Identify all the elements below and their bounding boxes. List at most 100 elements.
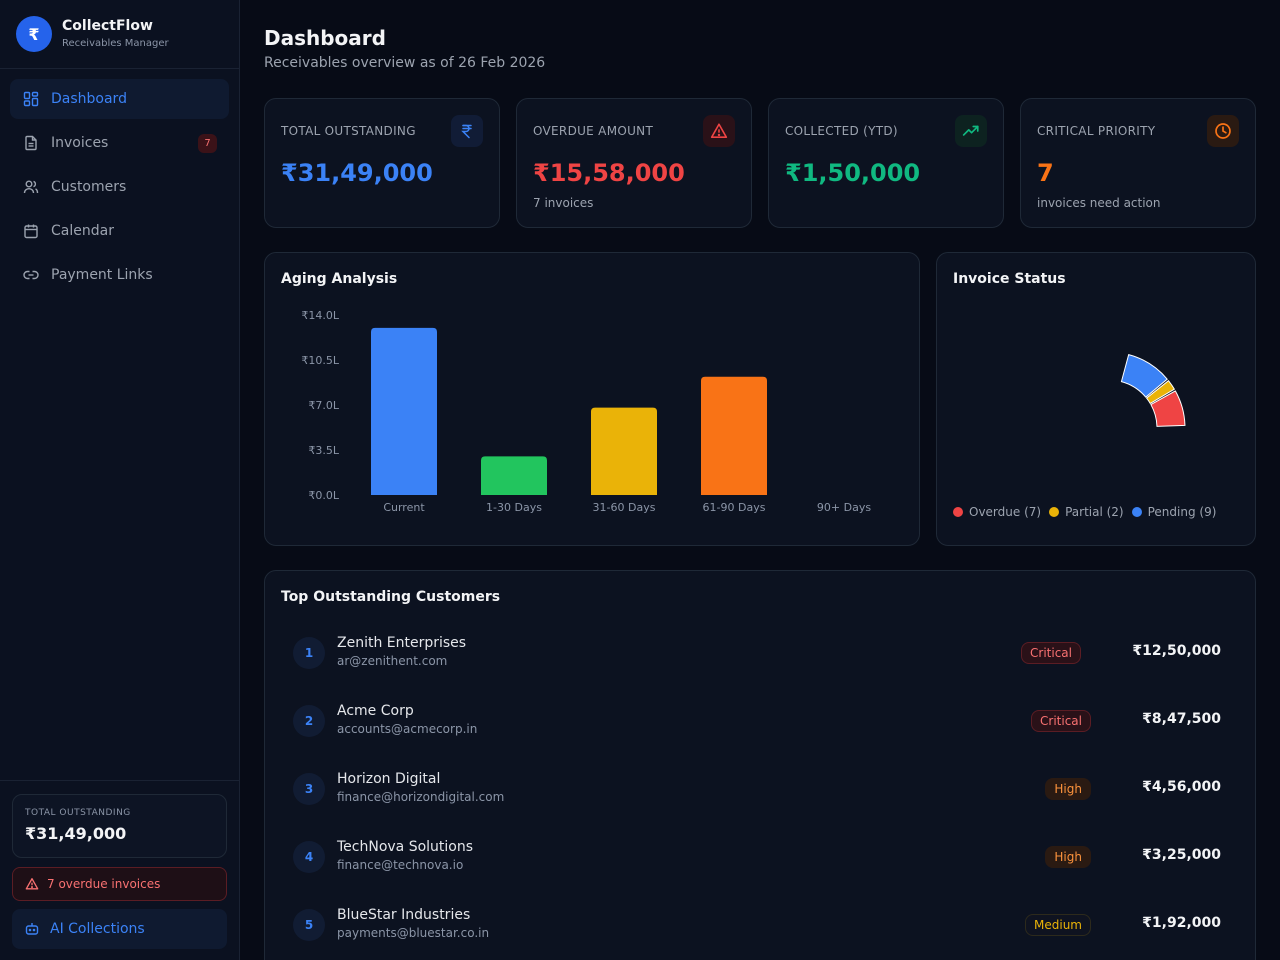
kpi-value: 7 bbox=[1037, 159, 1054, 187]
sidebar-item-label: Dashboard bbox=[51, 91, 127, 107]
aging-bar-chart: ₹0.0L ₹3.5L ₹7.0L ₹10.5L ₹14.0L Current 1-30 D… bbox=[301, 309, 871, 514]
legend-item-overdue: Overdue (7) bbox=[953, 505, 1041, 519]
users-icon bbox=[22, 178, 40, 196]
customer-email: payments@bluestar.co.in bbox=[337, 926, 490, 940]
legend-label: Partial (2) bbox=[1065, 505, 1124, 519]
top-customers-card: Top Outstanding Customers 1 Zenith Enter… bbox=[264, 570, 1256, 960]
customer-rank: 1 bbox=[293, 637, 325, 669]
overdue-alert-button[interactable]: 7 overdue invoices bbox=[12, 867, 227, 901]
legend-label: Overdue (7) bbox=[969, 505, 1042, 519]
y-tick-label: ₹0.0L bbox=[308, 489, 339, 502]
logo: ₹ bbox=[16, 16, 52, 52]
customer-rank: 4 bbox=[293, 841, 325, 873]
file-icon bbox=[22, 134, 40, 152]
kpi-value: ₹31,49,000 bbox=[281, 159, 433, 187]
aging-analysis-card: Aging Analysis ₹0.0L ₹3.5L ₹7.0L ₹10.5L ₹14.… bbox=[264, 252, 920, 546]
ai-collections-label: AI Collections bbox=[50, 921, 145, 937]
customer-email: accounts@acmecorp.in bbox=[337, 722, 478, 736]
sidebar-item-customers[interactable]: Customers bbox=[10, 167, 229, 207]
kpi-value: ₹15,58,000 bbox=[533, 159, 685, 187]
kpi-label: CRITICAL PRIORITY bbox=[1037, 124, 1156, 138]
customer-row[interactable]: 4 TechNova Solutions finance@technova.io… bbox=[281, 839, 1221, 909]
sidebar-item-label: Payment Links bbox=[51, 267, 153, 283]
sidebar-item-dashboard[interactable]: Dashboard bbox=[10, 79, 229, 119]
legend-swatch bbox=[1131, 507, 1142, 517]
x-tick-label: Current bbox=[383, 501, 425, 514]
kpi-value: ₹1,50,000 bbox=[785, 159, 921, 187]
customer-amount: ₹1,92,000 bbox=[1142, 915, 1221, 931]
pie-slice-partial[interactable] bbox=[1145, 379, 1176, 405]
dashboard-icon bbox=[22, 90, 40, 108]
customer-amount: ₹3,25,000 bbox=[1142, 847, 1221, 863]
page-title: Dashboard bbox=[264, 26, 386, 50]
invoice-count-badge: 7 bbox=[198, 134, 217, 153]
bar-31-60-days[interactable] bbox=[591, 407, 657, 495]
pie-slice-overdue[interactable] bbox=[1150, 390, 1186, 427]
customer-name: BlueStar Industries bbox=[337, 907, 471, 923]
customer-row[interactable]: 1 Zenith Enterprises ar@zenithent.com Cr… bbox=[281, 635, 1221, 705]
kpi-subtext: 7 invoices bbox=[533, 196, 594, 210]
customer-amount: ₹8,47,500 bbox=[1142, 711, 1221, 727]
legend-item-partial: Partial (2) bbox=[1049, 505, 1124, 519]
sidebar-item-payment-links[interactable]: Payment Links bbox=[10, 255, 229, 295]
customer-row[interactable]: 5 BlueStar Industries payments@bluestar.… bbox=[281, 907, 1221, 960]
customer-name: Zenith Enterprises bbox=[337, 635, 467, 651]
customer-rank: 2 bbox=[293, 705, 325, 737]
invoice-status-pie-chart bbox=[1120, 353, 1186, 427]
x-tick-label: 1-30 Days bbox=[486, 501, 542, 514]
legend-label: Pending (9) bbox=[1147, 505, 1217, 519]
customer-amount: ₹4,56,000 bbox=[1142, 779, 1221, 795]
ai-collections-button[interactable]: AI Collections bbox=[12, 909, 227, 949]
bar-61-90-days[interactable] bbox=[701, 376, 767, 495]
kpi-subtext: invoices need action bbox=[1037, 196, 1161, 210]
bot-icon bbox=[24, 921, 40, 937]
kpi-label: OVERDUE AMOUNT bbox=[533, 124, 654, 138]
y-tick-label: ₹10.5L bbox=[301, 354, 339, 367]
customer-name: Acme Corp bbox=[337, 703, 414, 719]
calendar-icon bbox=[22, 222, 40, 240]
kpi-critical-priority: CRITICAL PRIORITY 7 invoices need action bbox=[1020, 98, 1256, 228]
x-tick-label: 61-90 Days bbox=[703, 501, 766, 514]
app-name: CollectFlow bbox=[62, 18, 153, 34]
kpi-label: COLLECTED (YTD) bbox=[785, 124, 898, 138]
customer-amount: ₹12,50,000 bbox=[1132, 643, 1221, 659]
kpi-total-outstanding: TOTAL OUTSTANDING ₹31,49,000 bbox=[264, 98, 500, 228]
status-legend: Overdue (7) Partial (2) Pending (9) bbox=[953, 505, 1224, 519]
rupee-icon bbox=[451, 115, 483, 147]
customer-rank: 3 bbox=[293, 773, 325, 805]
priority-badge: High bbox=[1045, 846, 1091, 868]
bar-current[interactable] bbox=[371, 327, 437, 495]
sidebar: ₹ CollectFlow Receivables Manager Dashbo… bbox=[0, 0, 240, 960]
customer-name: Horizon Digital bbox=[337, 771, 441, 787]
kpi-label: TOTAL OUTSTANDING bbox=[281, 124, 416, 138]
page-subtitle: Receivables overview as of 26 Feb 2026 bbox=[264, 55, 546, 71]
customer-row[interactable]: 2 Acme Corp accounts@acmecorp.in Critica… bbox=[281, 703, 1221, 773]
priority-badge: Medium bbox=[1025, 914, 1091, 936]
bar-1-30-days[interactable] bbox=[481, 456, 547, 495]
invoice-status-card: Invoice Status Overdue (7) Partial (2) P… bbox=[936, 252, 1256, 546]
legend-swatch bbox=[1049, 507, 1060, 517]
sidebar-footer: TOTAL OUTSTANDING ₹31,49,000 7 overdue i… bbox=[0, 780, 239, 960]
customer-email: ar@zenithent.com bbox=[337, 654, 448, 668]
overdue-text: 7 overdue invoices bbox=[47, 877, 161, 891]
status-title: Invoice Status bbox=[953, 271, 1066, 287]
legend-swatch bbox=[953, 507, 963, 517]
legend-item-pending: Pending (9) bbox=[1131, 505, 1217, 519]
customer-email: finance@technova.io bbox=[337, 858, 464, 872]
sidebar-item-calendar[interactable]: Calendar bbox=[10, 211, 229, 251]
customer-rank: 5 bbox=[293, 909, 325, 941]
alert-triangle-icon bbox=[703, 115, 735, 147]
sidebar-total-label: TOTAL OUTSTANDING bbox=[25, 808, 131, 818]
sidebar-item-invoices[interactable]: Invoices 7 bbox=[10, 123, 229, 163]
pie-slice-pending[interactable] bbox=[1120, 353, 1168, 398]
priority-badge: Critical bbox=[1021, 642, 1081, 664]
y-tick-label: ₹7.0L bbox=[308, 399, 339, 412]
sidebar-total-value: ₹31,49,000 bbox=[25, 824, 127, 843]
customer-row[interactable]: 3 Horizon Digital finance@horizondigital… bbox=[281, 771, 1221, 841]
app-subtitle: Receivables Manager bbox=[62, 38, 169, 49]
y-tick-label: ₹3.5L bbox=[308, 444, 339, 457]
sidebar-nav: Dashboard Invoices 7 Customers bbox=[10, 79, 229, 299]
top-customers-title: Top Outstanding Customers bbox=[281, 589, 501, 605]
sidebar-item-label: Calendar bbox=[51, 223, 114, 239]
link-icon bbox=[22, 266, 40, 284]
